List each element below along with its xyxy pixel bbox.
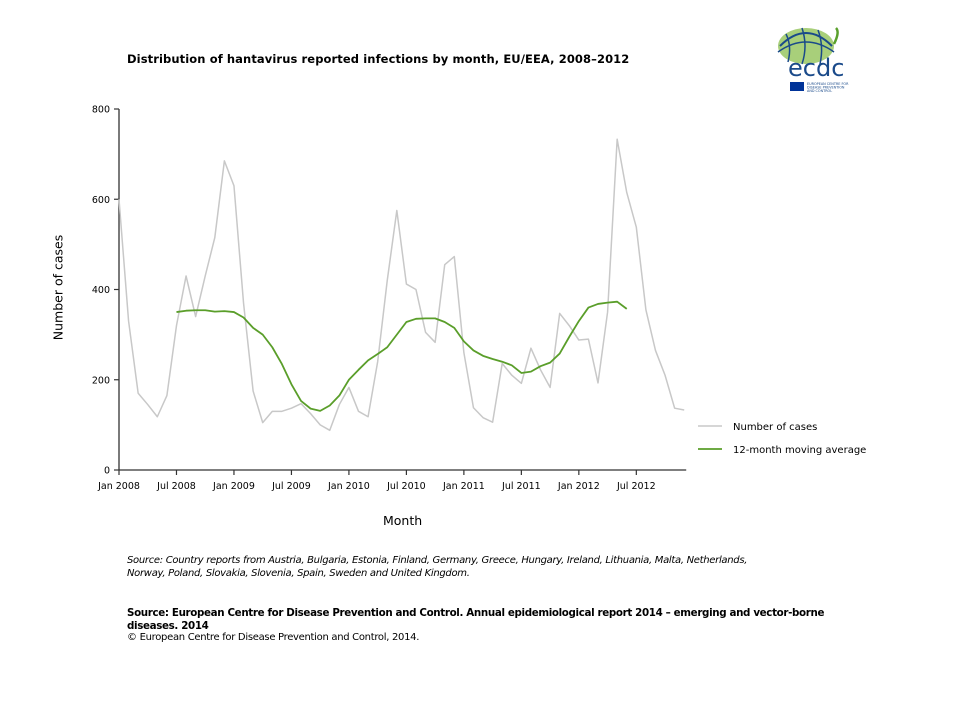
- y-tick-label: 200: [92, 375, 110, 386]
- x-tick-label: Jul 2010: [386, 481, 426, 492]
- x-axis-title: Month: [383, 513, 423, 528]
- ecdc-logo: ecdc EUROPEAN CENTRE FOR DISEASE PREVENT…: [772, 24, 882, 100]
- copyright-note: © European Centre for Disease Prevention…: [127, 632, 420, 643]
- y-axis-title: Number of cases: [50, 234, 66, 341]
- x-tick-label: Jan 2008: [97, 481, 140, 492]
- x-tick-label: Jul 2012: [616, 481, 656, 492]
- x-tick-label: Jan 2011: [442, 481, 485, 492]
- svg-text:EUROPEAN CENTRE FOR: EUROPEAN CENTRE FOR: [807, 82, 849, 86]
- x-tick-label: Jul 2009: [271, 481, 311, 492]
- y-axis: 0 200 400 600 800: [92, 105, 120, 477]
- svg-text:AND CONTROL: AND CONTROL: [807, 89, 832, 93]
- y-tick-label: 600: [92, 195, 110, 206]
- x-axis: Jan 2008 Jul 2008 Jan 2009 Jul 2009 Jan 2010…: [97, 469, 687, 492]
- x-tick-label: Jul 2008: [156, 481, 196, 492]
- svg-text:DISEASE PREVENTION: DISEASE PREVENTION: [807, 86, 845, 90]
- legend-label-average: 12-month moving average: [733, 445, 866, 456]
- source-countries-note: Source: Country reports from Austria, Bu…: [127, 555, 748, 579]
- x-tick-label: Jan 2010: [327, 481, 370, 492]
- legend-label-cases: Number of cases: [733, 422, 817, 433]
- logo-text: ecdc: [788, 54, 844, 82]
- globe-icon: ecdc EUROPEAN CENTRE FOR DISEASE PREVENT…: [777, 27, 849, 93]
- line-chart: 0 200 400 600 800 Jan 2008 Jul 2008 Jan 2009 Ju…: [92, 105, 866, 493]
- chart-title: Distribution of hantavirus reported infe…: [127, 52, 630, 66]
- legend: Number of cases 12-month moving average: [698, 422, 866, 456]
- x-tick-label: Jan 2012: [557, 481, 600, 492]
- x-tick-label: Jul 2011: [501, 481, 541, 492]
- series-moving-average: [176, 300, 628, 412]
- y-tick-label: 800: [92, 105, 110, 116]
- series-number-of-cases: [118, 138, 685, 432]
- y-tick-label: 400: [92, 285, 110, 296]
- source-ecdc-note: Source: European Centre for Disease Prev…: [127, 607, 825, 632]
- x-tick-label: Jan 2009: [212, 481, 255, 492]
- y-tick-label: 0: [104, 466, 110, 477]
